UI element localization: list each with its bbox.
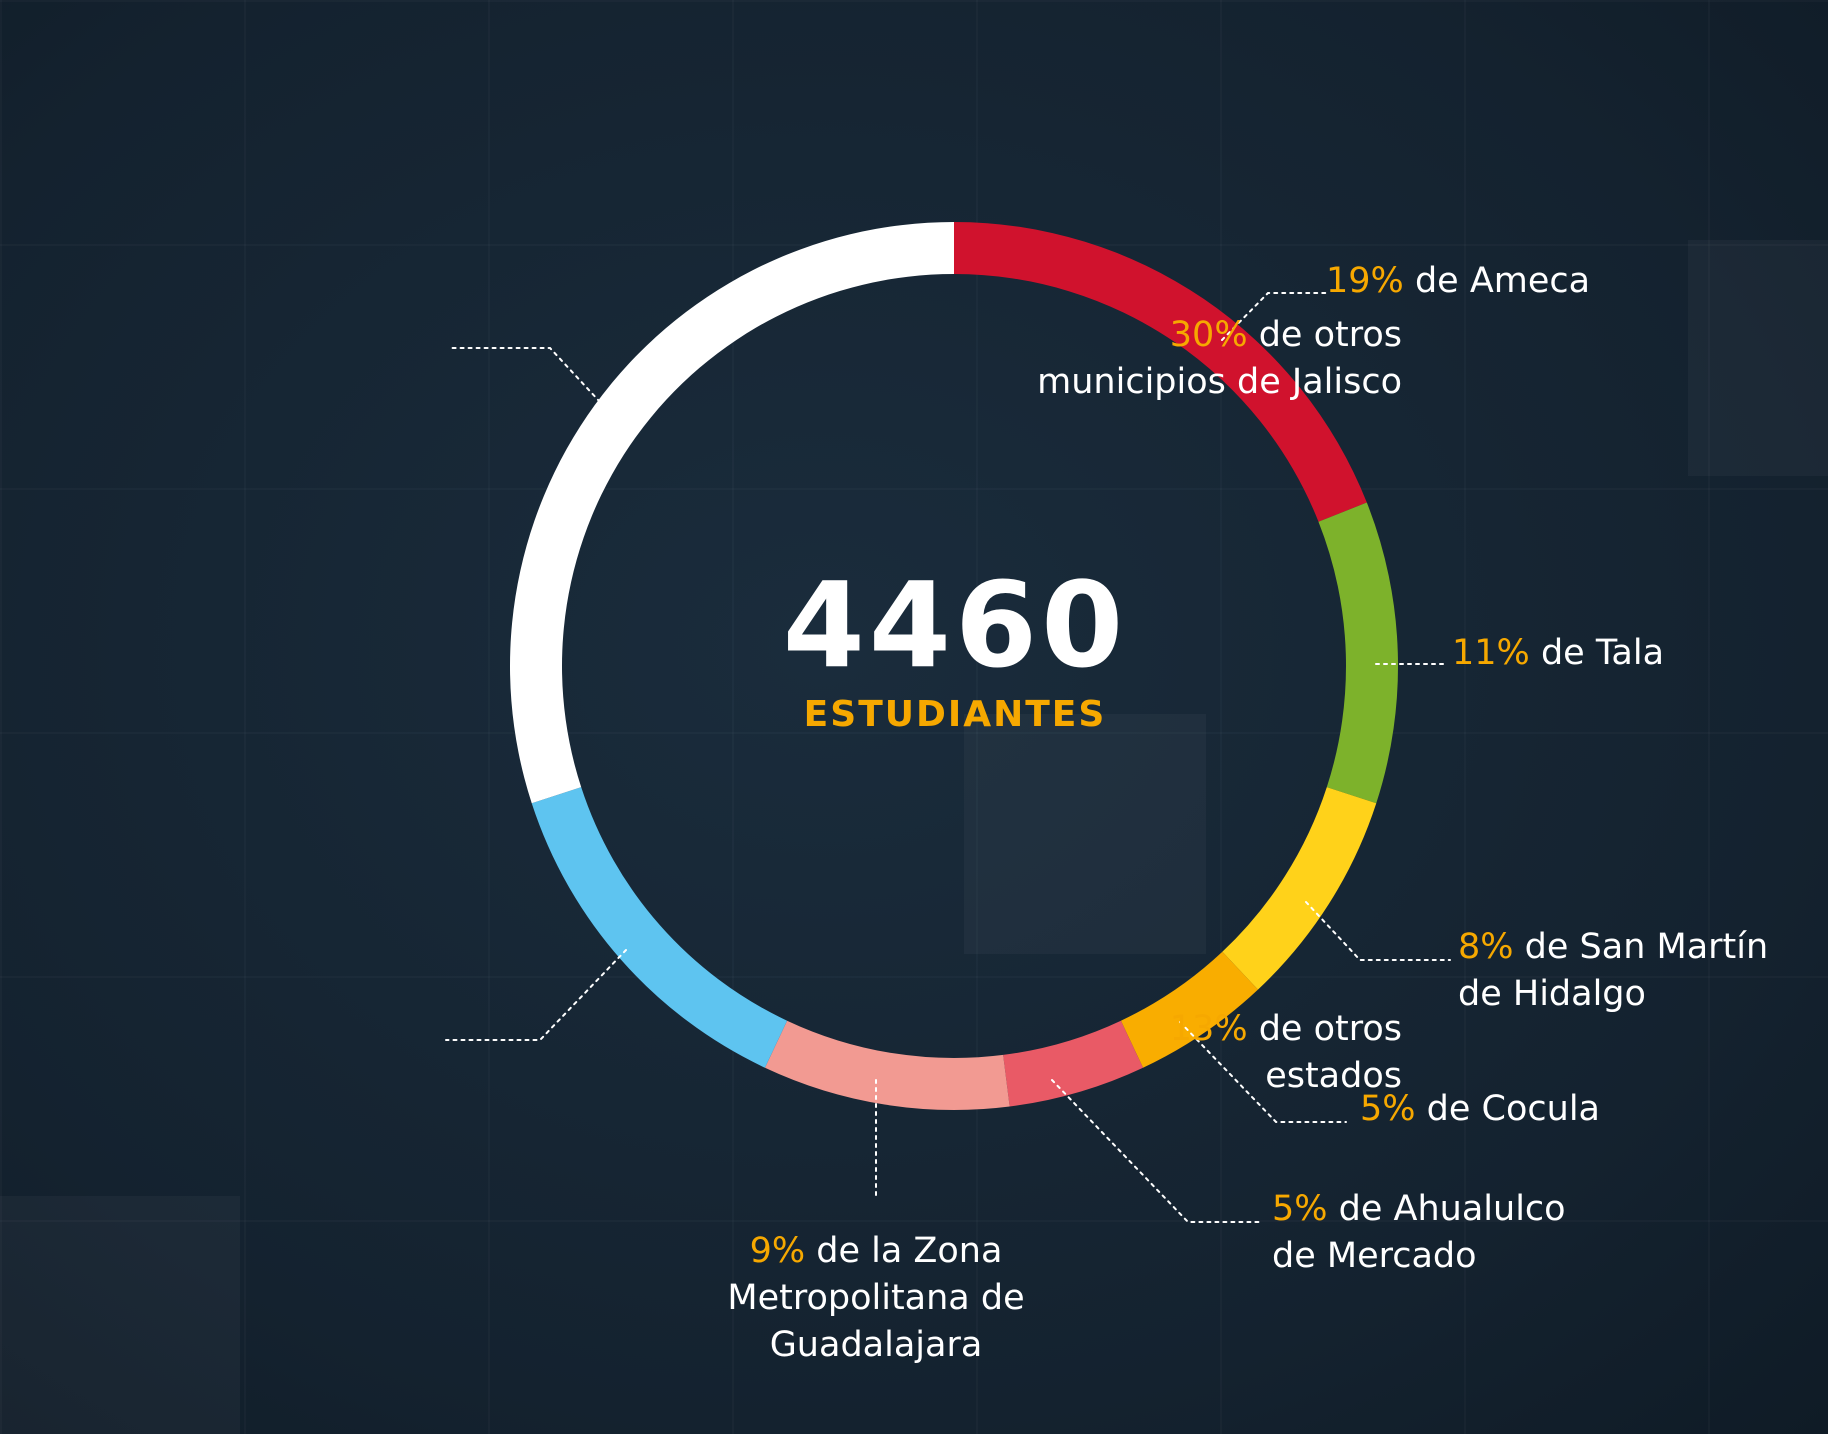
slice-label-line: Guadalajara: [676, 1322, 1076, 1369]
donut-slice-de-cocula: [1120, 951, 1258, 1068]
donut-slice-de-ahualulco-de-mercado: [1003, 1020, 1144, 1107]
slice-label-de-otros-municipios-de-jalisco: 30% de otros municipios de Jalisco: [1037, 312, 1402, 406]
donut-slice-de-san-martin-de-hidalgo: [1222, 787, 1377, 990]
slice-label-text: de Ameca: [1414, 261, 1591, 301]
slice-label-text: Metropolitana de: [727, 1278, 1025, 1318]
slice-label-line: 9% de la Zona: [676, 1228, 1076, 1275]
slice-label-line: 11% de Tala: [1452, 630, 1664, 677]
leader-line-de-otros-municipios-de-jalisco: [447, 347, 601, 403]
slice-label-line: estados: [1170, 1053, 1402, 1100]
slice-label-text: de otros: [1258, 1009, 1402, 1049]
donut-slice-de-otros-municipios-de-jalisco: [509, 222, 954, 804]
slice-label-line: municipios de Jalisco: [1037, 359, 1402, 406]
slice-label-text: de Tala: [1540, 633, 1665, 673]
slice-percent: 5%: [1272, 1189, 1328, 1229]
slice-label-de-tala: 11% de Tala: [1452, 630, 1664, 677]
slice-label-de-ameca: 19% de Ameca: [1326, 258, 1590, 305]
slice-label-text: municipios de Jalisco: [1037, 362, 1402, 402]
total-students-value: 4460: [782, 556, 1128, 694]
leader-lines: [445, 292, 1451, 1223]
slice-label-line: de Hidalgo: [1458, 971, 1768, 1018]
slice-percent: 19%: [1326, 261, 1404, 301]
slice-label-line: 5% de Cocula: [1360, 1086, 1600, 1133]
slice-label-text: de la Zona: [816, 1231, 1003, 1271]
slice-label-text: de San Martín: [1524, 927, 1769, 967]
slice-label-line: 30% de otros: [1037, 312, 1402, 359]
leader-line-de-cocula: [1179, 1021, 1347, 1123]
slice-label-line: de Mercado: [1272, 1233, 1566, 1280]
slice-percent: 5%: [1360, 1089, 1416, 1129]
slice-label-line: Metropolitana de: [676, 1275, 1076, 1322]
leader-line-de-san-martin-de-hidalgo: [1305, 901, 1451, 961]
slice-label-de-la-zona-metropolitana-de-guadalajara: 9% de la Zona Metropolitana de Guadalajara: [676, 1228, 1076, 1369]
slice-percent: 13%: [1169, 1009, 1248, 1049]
slice-label-de-ahualulco-de-mercado: 5% de Ahualulco de Mercado: [1272, 1186, 1566, 1280]
slice-label-line: 13% de otros: [1170, 1006, 1402, 1053]
leader-line-de-ameca: [1221, 292, 1327, 341]
slice-label-text: de Cocula: [1426, 1089, 1600, 1129]
donut-slice-de-la-zona-metropolitana-de-guadalajara: [764, 1020, 1010, 1110]
slice-percent: 11%: [1452, 633, 1530, 673]
slice-label-text: de Hidalgo: [1458, 974, 1646, 1014]
slice-percent: 8%: [1458, 927, 1514, 967]
donut-slice-de-otros-estados: [531, 787, 788, 1068]
slice-label-line: 19% de Ameca: [1326, 258, 1590, 305]
slice-label-text: Guadalajara: [769, 1325, 983, 1365]
slice-label-line: 8% de San Martín: [1458, 924, 1768, 971]
slice-label-de-otros-estados: 13% de otros estados: [1170, 1006, 1402, 1100]
slice-label-text: de Mercado: [1272, 1236, 1477, 1276]
slice-percent: 30%: [1169, 315, 1248, 355]
donut-slice-de-ameca: [954, 222, 1367, 522]
slice-label-de-cocula: 5% de Cocula: [1360, 1086, 1600, 1133]
leader-line-de-otros-estados: [445, 949, 627, 1041]
donut-slices: [509, 222, 1398, 1110]
slice-label-text: de otros: [1258, 315, 1402, 355]
slice-percent: 9%: [749, 1231, 806, 1271]
total-students-caption: ESTUDIANTES: [803, 694, 1107, 735]
slice-label-text: estados: [1265, 1056, 1402, 1096]
slice-label-line: 5% de Ahualulco: [1272, 1186, 1566, 1233]
donut-slice-de-tala: [1318, 502, 1398, 804]
slice-label-text: de Ahualulco: [1338, 1189, 1566, 1229]
leader-line-de-ahualulco-de-mercado: [1051, 1079, 1263, 1223]
slice-label-de-san-martin-de-hidalgo: 8% de San Martín de Hidalgo: [1458, 924, 1768, 1018]
